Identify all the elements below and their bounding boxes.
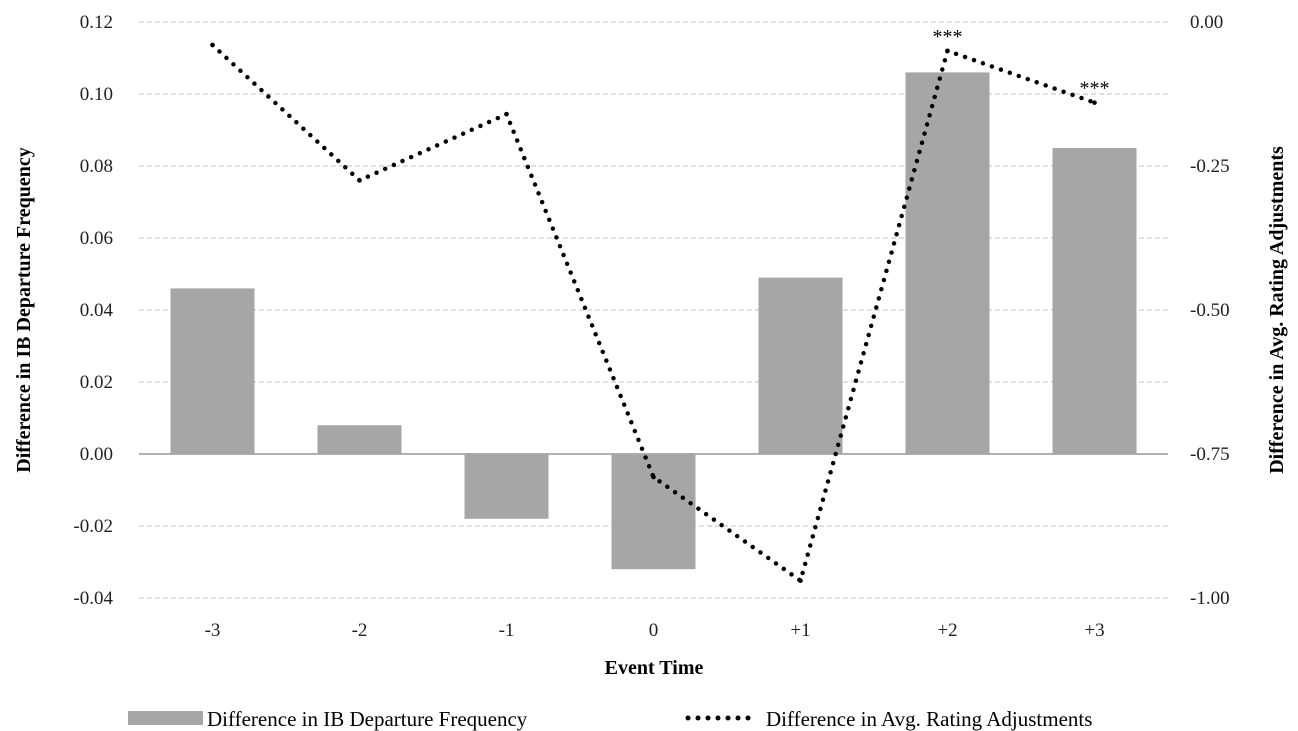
left-y-tick-label: 0.02 — [80, 372, 113, 393]
line-point-+1 — [798, 578, 803, 584]
legend-swatch-bar — [128, 711, 203, 725]
left-y-tick-label: 0.10 — [80, 84, 113, 105]
line-point-+2 — [945, 48, 950, 54]
left-y-axis-ticks: 0.12 0.10 0.08 0.06 0.04 0.02 0.00 -0.02 -0.04 — [73, 12, 113, 609]
line-point-0 — [651, 474, 656, 480]
annotations: *** *** — [933, 26, 1110, 100]
line-series — [210, 42, 1097, 584]
bar-+1 — [758, 277, 843, 454]
legend-label-line: Difference in Avg. Rating Adjustments — [766, 707, 1092, 731]
left-y-tick-label: 0.06 — [80, 228, 113, 249]
left-y-tick-label: 0.04 — [80, 300, 114, 321]
left-y-tick-label: -0.02 — [73, 516, 113, 537]
legend: Difference in IB Departure Frequency Dif… — [128, 707, 1092, 731]
line-point--1 — [504, 111, 509, 117]
bar--2 — [317, 425, 402, 454]
significance-marker: *** — [933, 26, 963, 48]
left-y-tick-label: 0.12 — [80, 12, 113, 33]
x-tick-label: 0 — [649, 620, 659, 641]
right-y-tick-label: 0.00 — [1190, 12, 1223, 33]
x-tick-label: +2 — [937, 620, 957, 641]
bar-0 — [611, 454, 696, 570]
line-point--2 — [357, 178, 362, 183]
bar-series — [170, 72, 1137, 570]
right-y-tick-label: -0.50 — [1190, 300, 1230, 321]
x-axis-title: Event Time — [605, 657, 704, 679]
legend-label-bar: Difference in IB Departure Frequency — [207, 707, 528, 731]
right-y-axis-ticks: 0.00 -0.25 -0.50 -0.75 -1.00 — [1190, 12, 1230, 609]
significance-marker: *** — [1080, 78, 1110, 100]
x-tick-label: -1 — [499, 620, 515, 641]
left-y-tick-label: 0.08 — [80, 156, 113, 177]
left-y-tick-label: -0.04 — [73, 588, 113, 609]
bar-+3 — [1052, 148, 1137, 454]
left-y-tick-label: 0.00 — [80, 444, 113, 465]
right-y-axis-title: Difference in Avg. Rating Adjustments — [1266, 146, 1288, 474]
line-point--3 — [210, 42, 215, 48]
x-tick-label: -2 — [352, 620, 368, 641]
bar-+2 — [905, 72, 990, 455]
bar--1 — [464, 454, 549, 519]
x-tick-label: +3 — [1084, 620, 1104, 641]
line-point-+3 — [1092, 100, 1097, 105]
right-y-tick-label: -1.00 — [1190, 588, 1230, 609]
x-axis-ticks: -3 -2 -1 0 +1 +2 +3 — [205, 620, 1105, 641]
right-y-tick-label: -0.25 — [1190, 156, 1230, 177]
x-tick-label: +1 — [790, 620, 810, 641]
bar--3 — [170, 288, 255, 454]
right-y-tick-label: -0.75 — [1190, 444, 1230, 465]
x-tick-label: -3 — [205, 620, 221, 641]
left-y-axis-title: Difference in IB Departure Frequency — [13, 147, 35, 473]
